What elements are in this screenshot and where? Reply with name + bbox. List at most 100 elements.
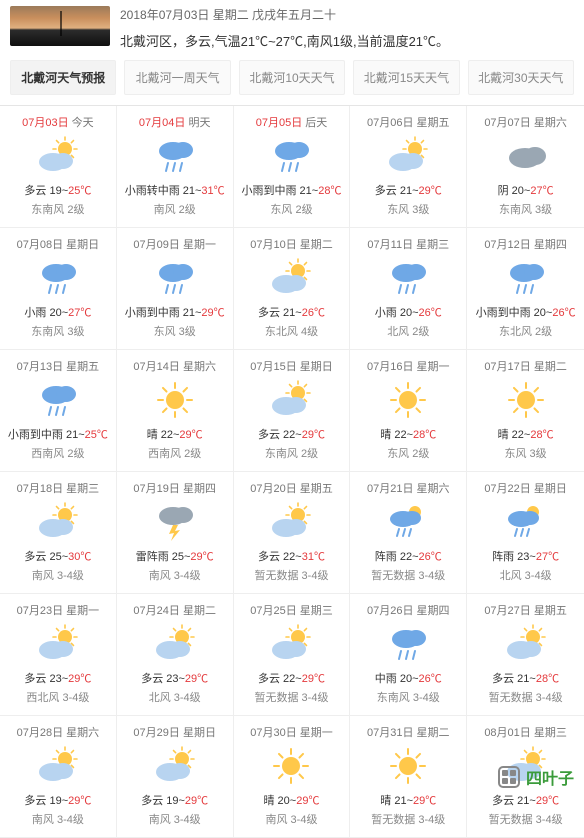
condition-line: 阵雨 23~27℃ xyxy=(469,548,582,564)
condition-line: 多云 21~28℃ xyxy=(469,670,582,686)
forecast-cell[interactable]: 07月14日 星期六 晴 22~29℃西南风 2级 xyxy=(117,350,234,472)
wind-line: 东南风 3级 xyxy=(469,201,582,217)
forecast-cell[interactable]: 07月10日 星期二 多云 21~26℃东北风 4级 xyxy=(234,228,351,350)
wind-line: 东北风 2级 xyxy=(469,323,582,339)
date-line: 07月16日 星期一 xyxy=(352,358,464,374)
forecast-cell[interactable]: 07月18日 星期三 多云 25~30℃南风 3-4级 xyxy=(0,472,117,594)
condition-line: 多云 23~29℃ xyxy=(119,670,231,686)
wind-line: 西北风 3-4级 xyxy=(2,689,114,705)
forecast-cell[interactable]: 07月22日 星期日 阵雨 23~27℃北风 3-4级 xyxy=(467,472,584,594)
rain-icon xyxy=(236,134,348,178)
watermark-icon xyxy=(498,766,520,788)
tab-1[interactable]: 北戴河一周天气 xyxy=(124,60,230,95)
condition-line: 小雨到中雨 21~28℃ xyxy=(236,182,348,198)
date-line: 07月06日 星期五 xyxy=(352,114,464,130)
condition-line: 中雨 20~26℃ xyxy=(352,670,464,686)
forecast-cell[interactable]: 07月08日 星期日 小雨 20~27℃东南风 3级 xyxy=(0,228,117,350)
date-line: 07月04日 明天 xyxy=(119,114,231,130)
rain-icon xyxy=(352,622,464,666)
tab-0[interactable]: 北戴河天气预报 xyxy=(10,60,116,95)
date-line: 07月12日 星期四 xyxy=(469,236,582,252)
date-line: 07月07日 星期六 xyxy=(469,114,582,130)
forecast-cell[interactable]: 07月17日 星期二 晴 22~28℃东风 3级 xyxy=(467,350,584,472)
forecast-cell[interactable]: 07月27日 星期五 多云 21~28℃ 暂无数据 3-4级 xyxy=(467,594,584,716)
wind-line: 暂无数据 3-4级 xyxy=(469,811,582,827)
partly-icon xyxy=(352,134,464,178)
wind-line: 东风 3级 xyxy=(352,201,464,217)
rain-icon xyxy=(352,256,464,300)
rain-icon xyxy=(119,134,231,178)
wind-line: 南风 3-4级 xyxy=(119,567,231,583)
header: 2018年07月03日 星期二 戊戌年五月二十 北戴河区，多云,气温21℃~27… xyxy=(0,0,584,60)
date-line: 08月01日 星期三 xyxy=(469,724,582,740)
forecast-cell[interactable]: 07月12日 星期四 小雨到中雨 20~26℃东北风 2级 xyxy=(467,228,584,350)
condition-line: 多云 22~31℃ xyxy=(236,548,348,564)
forecast-cell[interactable]: 07月31日 星期二 晴 21~29℃暂无数据 3-4级 xyxy=(350,716,467,838)
partly-icon xyxy=(236,500,348,544)
forecast-cell[interactable]: 07月30日 星期一 晴 20~29℃南风 3-4级 xyxy=(234,716,351,838)
sunny-icon xyxy=(352,744,464,788)
forecast-cell[interactable]: 07月07日 星期六 阴 20~27℃东南风 3级 xyxy=(467,106,584,228)
condition-line: 晴 21~29℃ xyxy=(352,792,464,808)
condition-line: 多云 19~29℃ xyxy=(2,792,114,808)
date-line: 07月14日 星期六 xyxy=(119,358,231,374)
header-text: 2018年07月03日 星期二 戊戌年五月二十 北戴河区，多云,气温21℃~27… xyxy=(120,6,574,50)
date-line: 07月29日 星期日 xyxy=(119,724,231,740)
sunny-icon xyxy=(236,744,348,788)
shower-icon xyxy=(352,500,464,544)
tab-bar: 北戴河天气预报北戴河一周天气北戴河10天天气北戴河15天天气北戴河30天天气 xyxy=(0,60,584,106)
condition-line: 多云 21~26℃ xyxy=(236,304,348,320)
forecast-cell[interactable]: 07月21日 星期六 阵雨 22~26℃暂无数据 3-4级 xyxy=(350,472,467,594)
partly-icon xyxy=(236,622,348,666)
wind-line: 东南风 2级 xyxy=(236,445,348,461)
wind-line: 东南风 3级 xyxy=(2,323,114,339)
condition-line: 小雨转中雨 21~31℃ xyxy=(119,182,231,198)
date-line: 07月03日 今天 xyxy=(2,114,114,130)
wind-line: 东风 3级 xyxy=(119,323,231,339)
date-line: 07月27日 星期五 xyxy=(469,602,582,618)
forecast-cell[interactable]: 07月28日 星期六 多云 19~29℃南风 3-4级 xyxy=(0,716,117,838)
forecast-cell[interactable]: 07月13日 星期五 小雨到中雨 21~25℃西南风 2级 xyxy=(0,350,117,472)
wind-line: 暂无数据 3-4级 xyxy=(469,689,582,705)
forecast-cell[interactable]: 07月06日 星期五 多云 21~29℃ 东风 3级 xyxy=(350,106,467,228)
date-line: 07月28日 星期六 xyxy=(2,724,114,740)
partly-icon xyxy=(236,256,348,300)
wind-line: 南风 3-4级 xyxy=(236,811,348,827)
wind-line: 东南风 3-4级 xyxy=(352,689,464,705)
partly-icon xyxy=(119,744,231,788)
condition-line: 雷阵雨 25~29℃ xyxy=(119,548,231,564)
forecast-cell[interactable]: 07月05日 后天 小雨到中雨 21~28℃东风 2级 xyxy=(234,106,351,228)
forecast-cell[interactable]: 07月09日 星期一 小雨到中雨 21~29℃ 东风 3级 xyxy=(117,228,234,350)
condition-line: 小雨到中雨 21~29℃ xyxy=(119,304,231,320)
watermark-text: 四叶子 xyxy=(526,765,574,789)
forecast-cell[interactable]: 07月29日 星期日 多云 19~29℃南风 3-4级 xyxy=(117,716,234,838)
tab-4[interactable]: 北戴河30天天气 xyxy=(468,60,574,95)
tab-2[interactable]: 北戴河10天天气 xyxy=(239,60,345,95)
forecast-cell[interactable]: 07月04日 明天 小雨转中雨 21~31℃南风 2级 xyxy=(117,106,234,228)
condition-line: 多云 21~29℃ xyxy=(469,792,582,808)
forecast-cell[interactable]: 07月15日 星期日 多云 22~29℃东南风 2级 xyxy=(234,350,351,472)
date-line: 07月22日 星期日 xyxy=(469,480,582,496)
date-line: 07月09日 星期一 xyxy=(119,236,231,252)
condition-line: 晴 22~28℃ xyxy=(469,426,582,442)
header-thumbnail xyxy=(10,6,110,46)
forecast-cell[interactable]: 07月20日 星期五 多云 22~31℃暂无数据 3-4级 xyxy=(234,472,351,594)
forecast-cell[interactable]: 07月19日 星期四 雷阵雨 25~29℃南风 3-4级 xyxy=(117,472,234,594)
thunder-icon xyxy=(119,500,231,544)
forecast-cell[interactable]: 07月11日 星期三 小雨 20~26℃北风 2级 xyxy=(350,228,467,350)
wind-line: 东南风 2级 xyxy=(2,201,114,217)
date-line: 07月31日 星期二 xyxy=(352,724,464,740)
forecast-cell[interactable]: 07月23日 星期一 多云 23~29℃西北风 3-4级 xyxy=(0,594,117,716)
forecast-cell[interactable]: 07月03日 今天 多云 19~25℃ 东南风 2级 xyxy=(0,106,117,228)
condition-line: 多云 19~25℃ xyxy=(2,182,114,198)
sunny-icon xyxy=(469,378,582,422)
tab-3[interactable]: 北戴河15天天气 xyxy=(353,60,459,95)
wind-line: 南风 3-4级 xyxy=(119,811,231,827)
forecast-cell[interactable]: 07月26日 星期四 中雨 20~26℃东南风 3-4级 xyxy=(350,594,467,716)
rain-icon xyxy=(119,256,231,300)
forecast-cell[interactable]: 07月16日 星期一 晴 22~28℃东风 2级 xyxy=(350,350,467,472)
forecast-cell[interactable]: 07月25日 星期三 多云 22~29℃暂无数据 3-4级 xyxy=(234,594,351,716)
condition-line: 多云 22~29℃ xyxy=(236,670,348,686)
condition-line: 多云 21~29℃ xyxy=(352,182,464,198)
forecast-cell[interactable]: 07月24日 星期二 多云 23~29℃北风 3-4级 xyxy=(117,594,234,716)
